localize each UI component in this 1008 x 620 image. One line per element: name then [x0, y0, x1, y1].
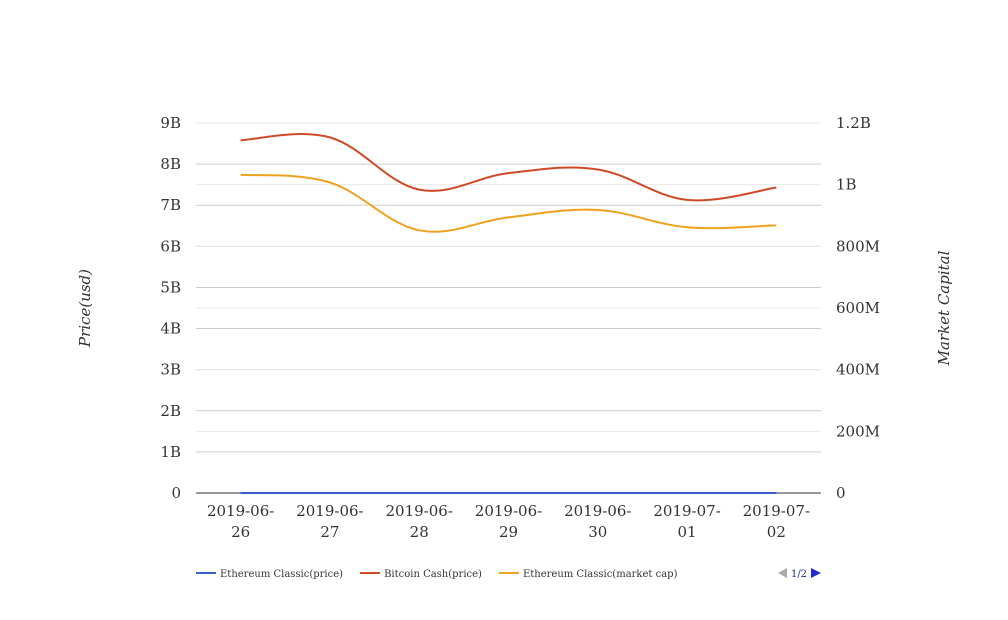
x-tick-label: 2019-06- — [207, 502, 274, 520]
y-right-tick-label: 0 — [836, 484, 846, 502]
series-line — [240, 173, 777, 233]
y-right-tick-label: 400M — [836, 361, 880, 379]
y-left-tick-label: 0 — [171, 484, 181, 502]
legend-label: Ethereum Classic(market cap) — [523, 569, 678, 580]
legend-pager: 1/2 — [778, 568, 821, 580]
y-right-tick-label: 800M — [836, 237, 880, 255]
y-left-tick-label: 2B — [160, 402, 181, 420]
x-tick-label: 28 — [410, 523, 429, 541]
x-tick-label: 2019-06- — [386, 502, 453, 520]
x-tick-label: 29 — [499, 523, 518, 541]
y-right-tick-label: 200M — [836, 422, 880, 440]
x-tick-label: 2019-07- — [653, 502, 720, 520]
x-tick-label: 30 — [588, 523, 607, 541]
grid-layer — [196, 122, 821, 494]
y-right-tick-label: 1B — [836, 176, 857, 194]
legend: Ethereum Classic(price) Bitcoin Cash(pric… — [196, 569, 678, 580]
y-left-axis-title: Price(usd) — [76, 269, 94, 348]
y-left-tick-label: 6B — [160, 237, 181, 255]
y-left-tick-label: 3B — [160, 361, 181, 379]
x-tick-label: 2019-07- — [743, 502, 810, 520]
series-line — [240, 132, 777, 202]
y-left-tick-label: 7B — [160, 196, 181, 214]
y-right-tick-label: 600M — [836, 299, 880, 317]
axis-layer: Price(usd) Market Capital — [76, 250, 953, 366]
y-left-tick-label: 8B — [160, 155, 181, 173]
y-right-axis-title: Market Capital — [935, 250, 953, 366]
x-tick-label: 27 — [320, 523, 339, 541]
legend-next-arrow-icon[interactable] — [811, 568, 821, 578]
y-left-tick-label: 1B — [160, 443, 181, 461]
legend-prev-arrow-icon[interactable] — [778, 568, 787, 578]
x-tick-label: 2019-06- — [475, 502, 542, 520]
x-tick-label: 2019-06- — [564, 502, 631, 520]
legend-label: Bitcoin Cash(price) — [384, 569, 482, 580]
legend-label: Ethereum Classic(price) — [220, 569, 343, 580]
y-left-tick-label: 5B — [160, 278, 181, 296]
x-tick-label: 01 — [678, 523, 697, 541]
tick-layer: 0 1B 2B 3B 4B 5B 6B 7B 8B 9B 0 200M 400M 600M 800M 1B 1.… — [160, 114, 880, 541]
y-left-tick-label: 9B — [160, 114, 181, 132]
x-tick-label: 2019-06- — [296, 502, 363, 520]
y-left-tick-label: 4B — [160, 320, 181, 338]
x-tick-label: 26 — [231, 523, 250, 541]
series-layer — [240, 132, 777, 495]
x-tick-label: 02 — [767, 523, 786, 541]
y-right-tick-label: 1.2B — [836, 114, 871, 132]
legend-page-indicator: 1/2 — [791, 569, 807, 580]
